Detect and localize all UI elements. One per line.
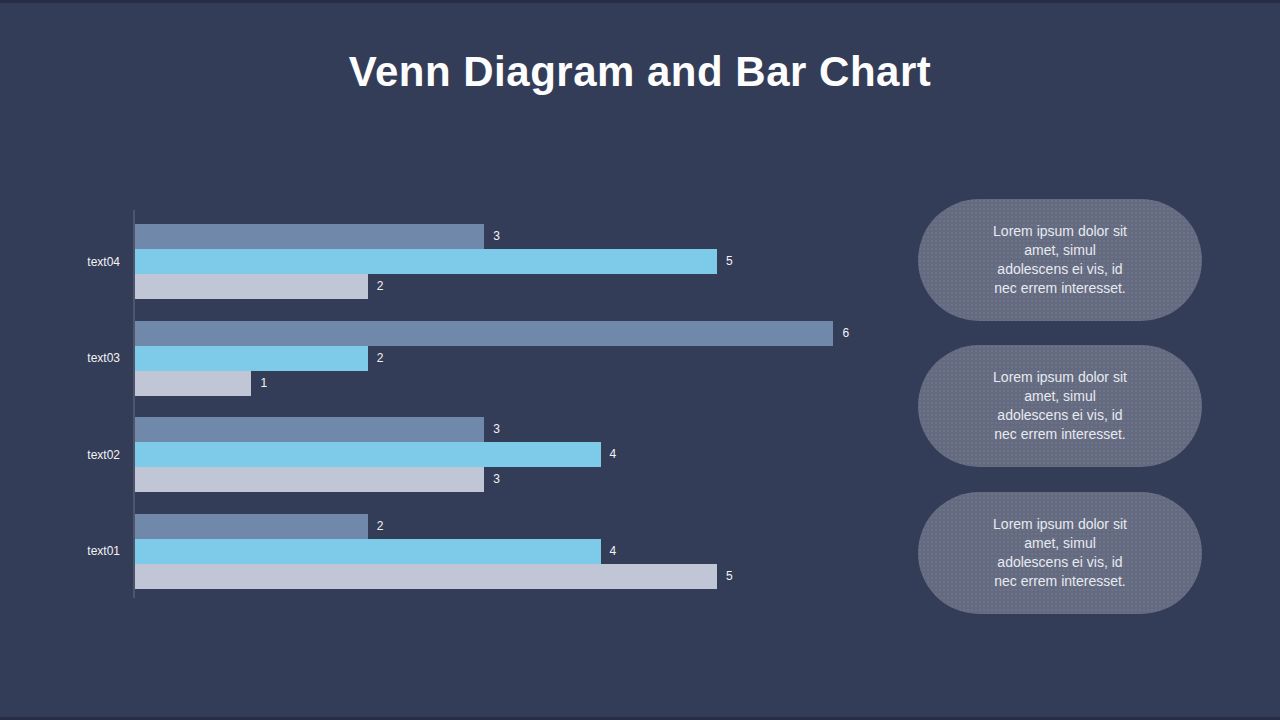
category-label: text03 bbox=[0, 321, 120, 396]
callout-text-line: amet, simul bbox=[1024, 241, 1096, 260]
bar-group-text02: text02343 bbox=[0, 417, 900, 492]
bar-group-text03: text03621 bbox=[0, 321, 900, 396]
bar-text01-series-3: 5 bbox=[135, 564, 717, 589]
bar-text02-series-2: 4 bbox=[135, 442, 601, 467]
bar-text03-series-3: 1 bbox=[135, 371, 251, 396]
callout-text-line: amet, simul bbox=[1024, 387, 1096, 406]
callout-text-line: amet, simul bbox=[1024, 534, 1096, 553]
bar-value-label: 2 bbox=[377, 274, 384, 299]
bar-value-label: 3 bbox=[493, 417, 500, 442]
bar-value-label: 2 bbox=[377, 514, 384, 539]
bar-text03-series-1: 6 bbox=[135, 321, 833, 346]
callout-text-line: Lorem ipsum dolor sit bbox=[993, 368, 1127, 387]
category-label: text04 bbox=[0, 224, 120, 299]
category-label: text01 bbox=[0, 514, 120, 589]
callout-text-line: nec errem interesset. bbox=[994, 279, 1126, 298]
bar-value-label: 3 bbox=[493, 224, 500, 249]
category-label: text02 bbox=[0, 417, 120, 492]
callout-text-line: adolescens ei vis, id bbox=[997, 406, 1122, 425]
slide-title: Venn Diagram and Bar Chart bbox=[0, 48, 1280, 96]
bar-group-text01: text01245 bbox=[0, 514, 900, 589]
bar-value-label: 1 bbox=[260, 371, 267, 396]
callout-text-line: nec errem interesset. bbox=[994, 572, 1126, 591]
bar-value-label: 6 bbox=[842, 321, 849, 346]
bar-group-text04: text04352 bbox=[0, 224, 900, 299]
bar-value-label: 5 bbox=[726, 564, 733, 589]
bar-text02-series-1: 3 bbox=[135, 417, 484, 442]
bar-text03-series-2: 2 bbox=[135, 346, 368, 371]
bar-value-label: 3 bbox=[493, 467, 500, 492]
bar-text01-series-1: 2 bbox=[135, 514, 368, 539]
callout-text-line: adolescens ei vis, id bbox=[997, 553, 1122, 572]
callout-text-line: Lorem ipsum dolor sit bbox=[993, 515, 1127, 534]
bar-value-label: 4 bbox=[610, 442, 617, 467]
bar-text04-series-2: 5 bbox=[135, 249, 717, 274]
callout-text-line: nec errem interesset. bbox=[994, 425, 1126, 444]
bar-text04-series-1: 3 bbox=[135, 224, 484, 249]
callout-pill-1: Lorem ipsum dolor sitamet, simuladolesce… bbox=[918, 199, 1202, 321]
callout-text-line: Lorem ipsum dolor sit bbox=[993, 222, 1127, 241]
bar-value-label: 4 bbox=[610, 539, 617, 564]
slide: Venn Diagram and Bar Chart text04352text… bbox=[0, 0, 1280, 720]
callout-pill-3: Lorem ipsum dolor sitamet, simuladolesce… bbox=[918, 492, 1202, 614]
top-edge-line bbox=[0, 0, 1280, 3]
callout-pill-2: Lorem ipsum dolor sitamet, simuladolesce… bbox=[918, 345, 1202, 467]
bar-value-label: 5 bbox=[726, 249, 733, 274]
bar-text01-series-2: 4 bbox=[135, 539, 601, 564]
bar-chart: text04352text03621text02343text01245 bbox=[0, 210, 900, 602]
callout-text-line: adolescens ei vis, id bbox=[997, 260, 1122, 279]
bar-text02-series-3: 3 bbox=[135, 467, 484, 492]
bar-value-label: 2 bbox=[377, 346, 384, 371]
bar-text04-series-3: 2 bbox=[135, 274, 368, 299]
